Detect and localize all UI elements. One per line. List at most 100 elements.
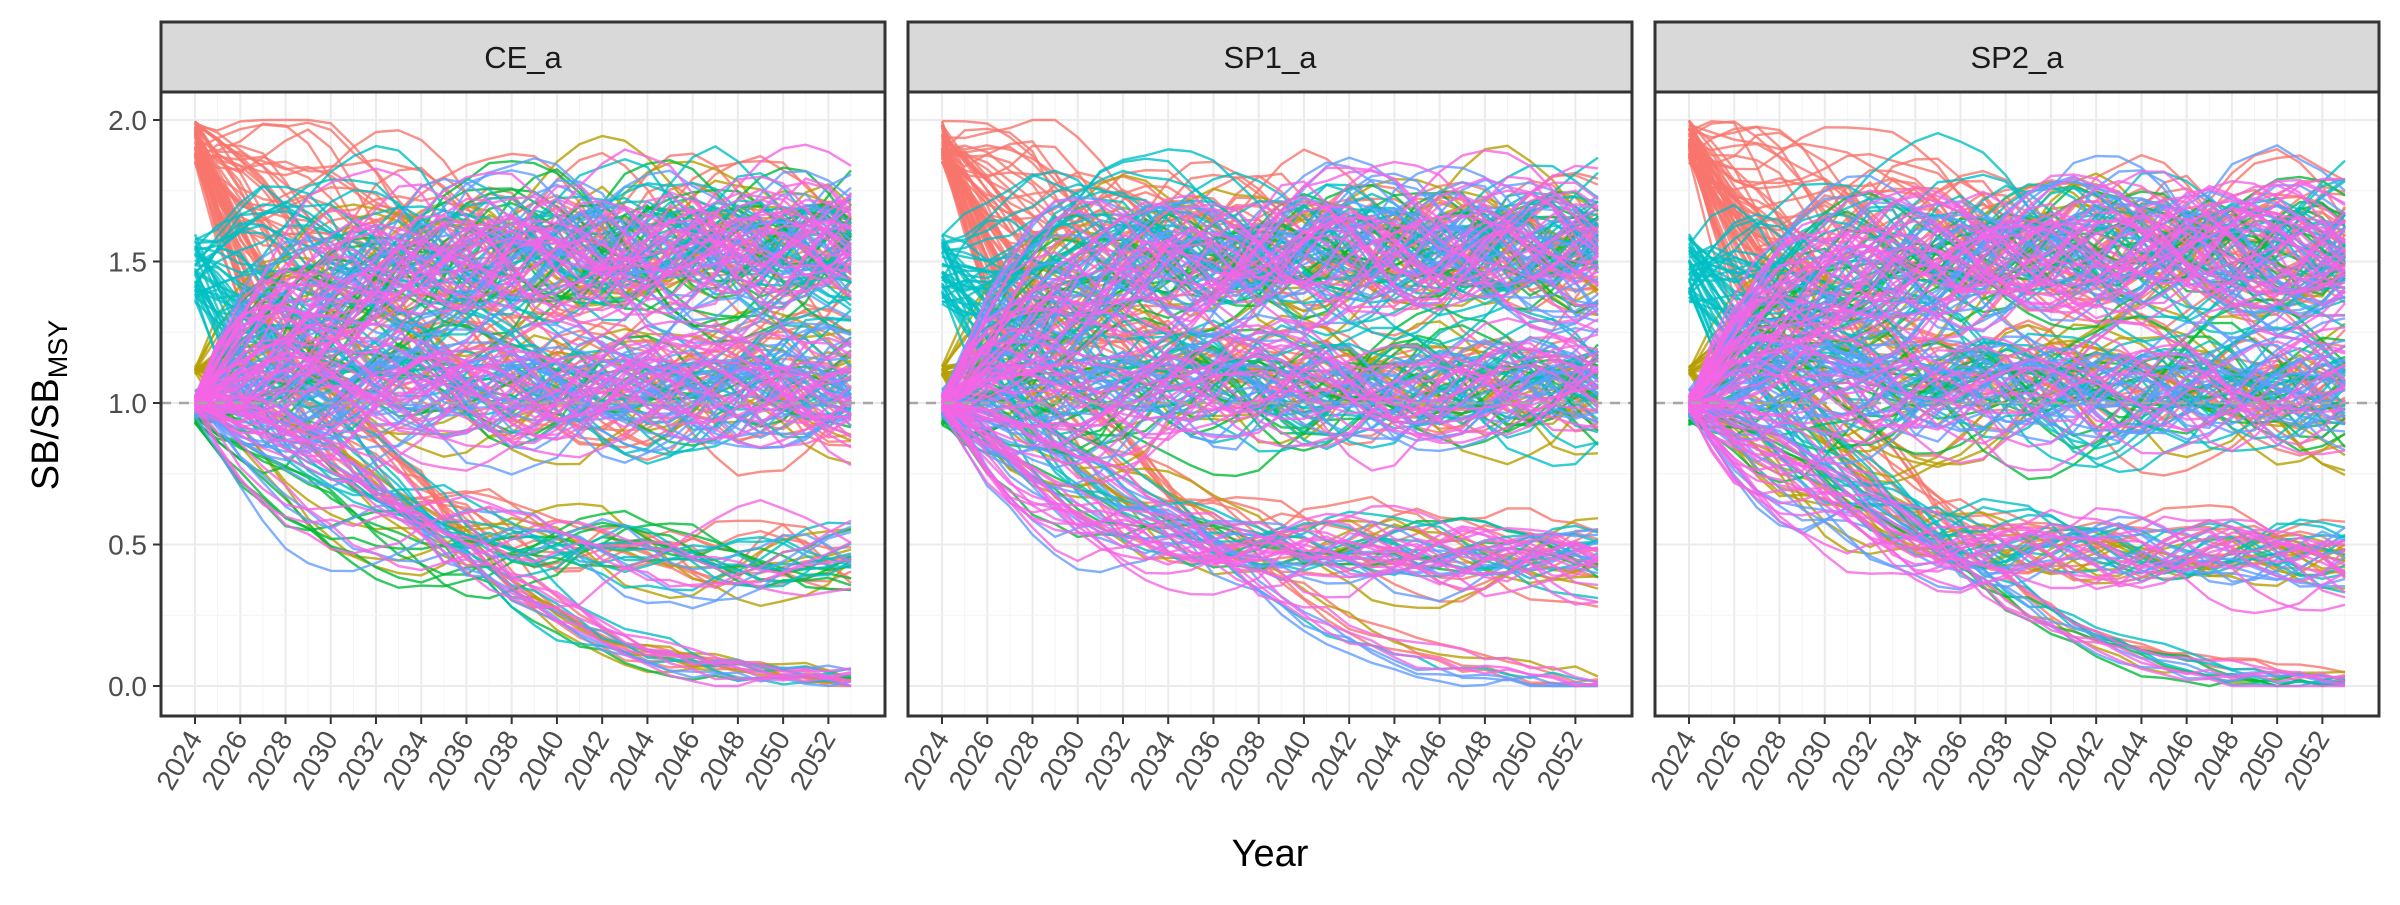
trajectory-line (193, 160, 852, 371)
trajectory-line (941, 328, 1599, 442)
trajectory-line (194, 335, 852, 458)
trajectory-line (194, 318, 852, 485)
trajectory-line (941, 175, 1600, 400)
trajectory-line (193, 181, 852, 412)
trajectory-line (194, 219, 852, 405)
trajectory-line (1687, 200, 2346, 399)
trajectory-line (1688, 364, 2346, 445)
y-axis: 0.0 0.5 1.0 1.5 2.0 (108, 105, 161, 702)
trajectory-line (194, 403, 852, 681)
trajectory-line (194, 394, 852, 598)
trajectory-line (1688, 404, 2346, 575)
trajectory-line (193, 232, 852, 411)
trajectory-lines (1687, 119, 2347, 688)
trajectory-line (194, 320, 852, 472)
trajectory-line (193, 173, 852, 400)
trajectory-line (941, 324, 1599, 466)
trajectory-line (1688, 181, 2346, 403)
trajectory-line (1688, 404, 2346, 687)
trajectory-line (194, 204, 852, 411)
x-tick-label: 2040 (1259, 726, 1317, 795)
facet-panel-3: SP2_a20242026202820302032203420362038204… (1644, 20, 2381, 795)
x-tick-label: 2042 (557, 726, 615, 795)
x-tick-label: 2044 (1350, 726, 1408, 795)
y-axis-title-main: SB/SB (25, 378, 67, 490)
trajectory-line (194, 321, 852, 441)
trajectory-line (1687, 210, 2346, 412)
y-tick-label: 2.0 (108, 105, 147, 136)
x-tick-label: 2050 (2232, 726, 2290, 795)
trajectory-line (1688, 333, 2346, 453)
x-tick-label: 2040 (512, 726, 570, 795)
x-tick-label: 2052 (1531, 726, 1589, 795)
x-tick-label: 2036 (422, 726, 480, 795)
trajectory-line (194, 192, 852, 403)
trajectory-line (1688, 338, 2346, 432)
trajectory-line (940, 176, 1599, 402)
trajectory-line (194, 281, 852, 466)
trajectory-line (1688, 342, 2346, 476)
x-tick-label: 2024 (150, 726, 208, 795)
y-tick-label: 0.0 (108, 671, 147, 702)
trajectory-line (1688, 361, 2346, 417)
trajectory-line (1688, 396, 2346, 683)
trajectory-line (941, 250, 1599, 453)
trajectory-line (941, 216, 1599, 413)
trajectory-line (940, 197, 1599, 397)
x-tick-label: 2028 (1735, 726, 1793, 795)
trajectory-line (194, 194, 852, 409)
trajectory-line (940, 400, 1599, 569)
x-tick-label: 2030 (286, 726, 344, 795)
trajectory-line (194, 202, 852, 407)
trajectory-line (941, 402, 1599, 688)
trajectory-line (1688, 340, 2346, 429)
trajectory-line (1687, 216, 2346, 412)
trajectory-line (1688, 179, 2346, 406)
trajectory-line (940, 189, 1599, 407)
y-tick-label: 0.5 (108, 530, 147, 561)
x-tick-label: 2038 (1214, 726, 1272, 795)
x-tick-label: 2052 (2278, 726, 2336, 795)
x-tick-label: 2036 (1916, 726, 1974, 795)
trajectory-line (194, 188, 852, 411)
x-tick-label: 2044 (603, 726, 661, 795)
trajectory-line (941, 405, 1599, 580)
x-tick-label: 2050 (1485, 726, 1543, 795)
facet-strip-label: CE_a (484, 40, 562, 75)
trajectory-line (1688, 209, 2346, 409)
trajectory-line (941, 331, 1599, 469)
trajectory-line (940, 223, 1599, 398)
trajectory-lines (193, 118, 853, 688)
trajectory-line (194, 403, 852, 688)
trajectory-line (194, 351, 852, 416)
trajectory-line (1688, 174, 2346, 416)
facet-strip (906, 20, 1634, 94)
trajectory-line (194, 332, 852, 464)
trajectory-line (1688, 366, 2346, 443)
x-tick-label: 2046 (648, 726, 706, 795)
trajectory-line (194, 346, 852, 425)
trajectory-line (1687, 394, 2346, 580)
trajectory-line (1688, 399, 2346, 686)
trajectory-line (194, 401, 852, 571)
trajectory-line (1688, 399, 2345, 688)
facet-strip (159, 20, 887, 94)
trajectory-line (194, 157, 852, 424)
trajectory-line (1688, 214, 2346, 405)
trajectory-line (194, 362, 852, 422)
x-tick-label: 2050 (738, 726, 796, 795)
trajectory-line (194, 352, 852, 424)
trajectory-line (193, 227, 852, 411)
x-tick-label: 2052 (784, 726, 842, 795)
trajectory-line (940, 223, 1599, 403)
trajectory-line (1688, 353, 2346, 437)
x-tick-label: 2028 (241, 726, 299, 795)
x-tick-label: 2040 (2006, 726, 2064, 795)
trajectory-line (193, 233, 852, 584)
x-tick-label: 2024 (897, 726, 955, 795)
x-tick-label: 2028 (988, 726, 1046, 795)
x-tick-label: 2048 (693, 726, 751, 795)
x-axis-title: Year (1232, 833, 1309, 875)
x-tick-label: 2030 (1780, 726, 1838, 795)
